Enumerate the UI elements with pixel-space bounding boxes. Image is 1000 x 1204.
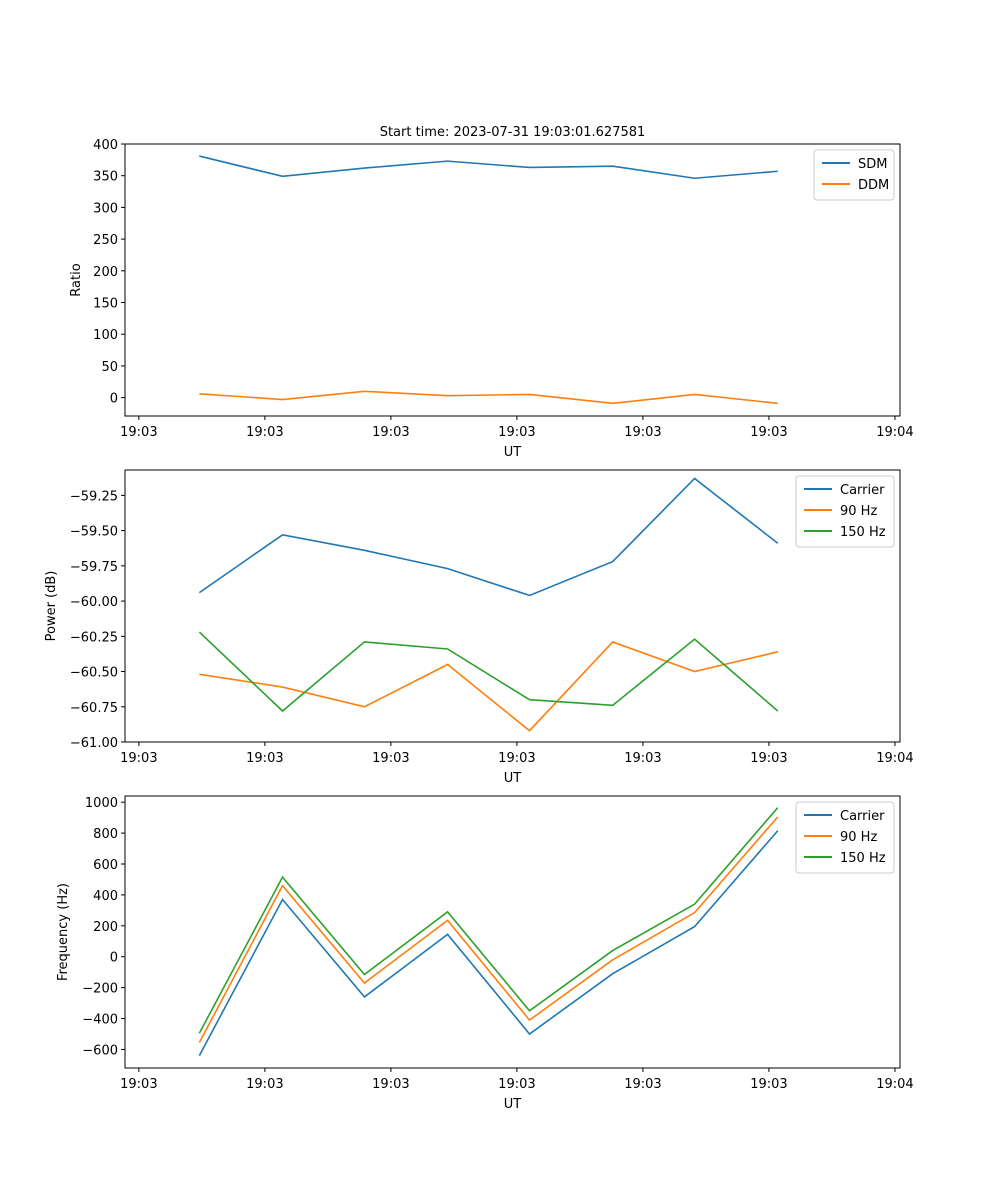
y-tick-label: −60.75 [70,701,118,716]
y-tick-label: 250 [93,233,118,248]
y-tick-label: −600 [82,1043,118,1058]
y-tick-label: 300 [93,201,118,216]
x-tick-label: 19:03 [246,1077,283,1092]
y-tick-label: −200 [82,982,118,997]
x-axis-label: UT [504,771,522,786]
y-axis-label: Ratio [69,263,84,296]
y-tick-label: 0 [110,951,118,966]
y-tick-label: −59.75 [70,560,118,575]
x-tick-label: 19:04 [876,751,913,766]
x-tick-label: 19:03 [372,751,409,766]
series-line-sdm [199,155,778,180]
x-tick-label: 19:03 [750,425,787,440]
y-tick-label: 0 [110,392,118,407]
y-tick-label: −59.25 [70,489,118,504]
x-tick-label: 19:03 [624,1077,661,1092]
x-tick-label: 19:03 [120,1077,157,1092]
legend-label: Carrier [840,809,885,824]
y-tick-label: −61.00 [70,736,118,751]
y-tick-label: −400 [82,1013,118,1028]
x-tick-label: 19:03 [372,1077,409,1092]
y-axis-label: Power (dB) [44,571,59,642]
x-tick-label: 19:04 [876,425,913,440]
y-axis-label: Frequency (Hz) [56,883,71,981]
series-line-150-hz [198,807,779,1034]
chart-title: Start time: 2023-07-31 19:03:01.627581 [380,125,646,140]
legend: Carrier 90 Hz 150 Hz [795,475,895,548]
legend-label: DDM [858,178,889,193]
plot-frame [124,469,901,743]
x-tick-label: 19:03 [750,1077,787,1092]
y-tick-label: −59.50 [70,525,118,540]
y-tick-label: 800 [93,827,118,842]
y-tick-label: −60.50 [70,666,118,681]
y-tick-label: 600 [93,858,118,873]
x-tick-label: 19:03 [498,425,535,440]
plot-frame [124,143,901,417]
y-tick-label: 400 [93,889,118,904]
x-tick-label: 19:03 [498,1077,535,1092]
y-tick-label: −60.00 [70,595,118,610]
x-tick-label: 19:03 [246,751,283,766]
x-tick-label: 19:03 [372,425,409,440]
y-tick-label: 400 [93,138,118,153]
series-line-90-hz [199,641,778,732]
y-tick-label: 200 [93,920,118,935]
legend-label: Carrier [840,483,885,498]
y-tick-label: 1000 [85,796,118,811]
x-tick-label: 19:03 [624,425,661,440]
x-tick-label: 19:03 [246,425,283,440]
legend-label: 150 Hz [840,525,886,540]
subplot-2: 19:03 19:03 19:03 19:03 19:03 19:03 19:04 −61.0… [44,469,914,786]
legend-frame [795,475,895,548]
y-tick-label: 150 [93,297,118,312]
x-tick-label: 19:03 [750,751,787,766]
y-tick-label: −60.25 [70,630,118,645]
series-line-carrier [198,477,779,597]
series-line-ddm [199,390,778,405]
plot-frame [124,795,901,1069]
series-line-150-hz [198,631,779,713]
y-tick-label: 100 [93,328,118,343]
legend-label: 90 Hz [840,504,877,519]
legend-label: 90 Hz [840,830,877,845]
x-tick-label: 19:04 [876,1077,913,1092]
subplot-1: Start time: 2023-07-31 19:03:01.627581 19… [69,125,914,460]
legend: SDM DDM [813,149,895,201]
x-axis-label: UT [504,1097,522,1112]
series-line-90-hz [198,816,779,1043]
x-axis-label: UT [504,445,522,460]
y-tick-label: 350 [93,170,118,185]
y-tick-label: 50 [101,360,118,375]
subplot-3: 19:03 19:03 19:03 19:03 19:03 19:03 19:04 −600 −… [56,795,914,1112]
x-tick-label: 19:03 [498,751,535,766]
series-line-carrier [198,830,779,1057]
legend-frame [795,801,895,874]
x-tick-label: 19:03 [120,425,157,440]
x-tick-label: 19:03 [120,751,157,766]
x-tick-label: 19:03 [624,751,661,766]
legend: Carrier 90 Hz 150 Hz [795,801,895,874]
legend-label: SDM [858,157,887,172]
y-tick-label: 200 [93,265,118,280]
legend-label: 150 Hz [840,851,886,866]
